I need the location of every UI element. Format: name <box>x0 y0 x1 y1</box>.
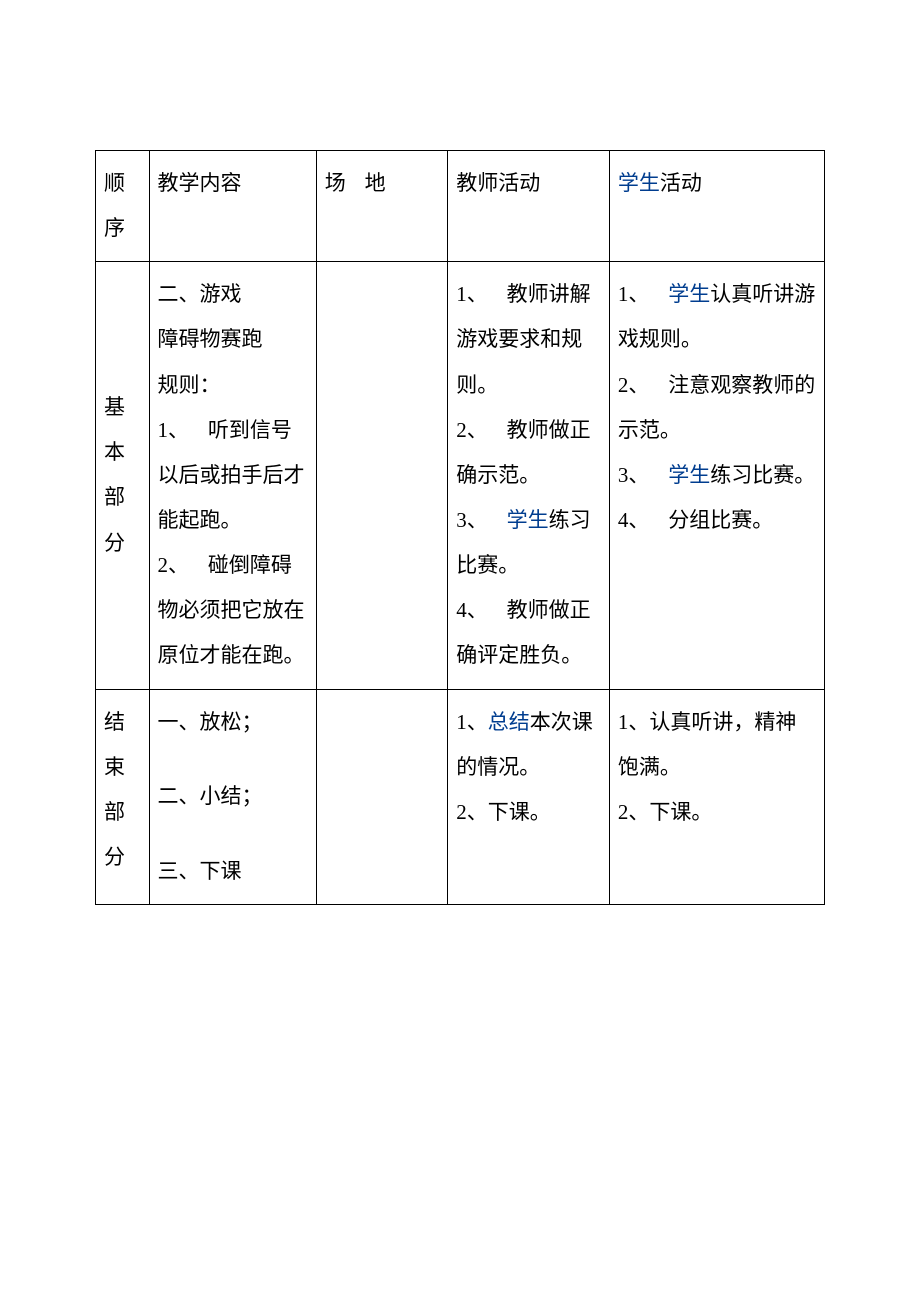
student-item-post: 练习比赛。 <box>710 463 815 487</box>
student-cell-end: 1、认真听讲，精神饱满。 2、下课。 <box>609 689 824 904</box>
table-row: 结 束 部 分 一、放松； 二、小结； 三、下课 1、总结本次课的情况。 2、下… <box>96 689 825 904</box>
content-title: 二、游戏 <box>158 282 242 306</box>
section-char: 分 <box>104 835 141 880</box>
section-char: 分 <box>104 521 141 566</box>
teacher-item-num: 4、 <box>456 598 488 622</box>
section-char: 本 <box>104 430 141 475</box>
teacher-line2: 2、下课。 <box>456 800 551 824</box>
student-item-num: 1、 <box>618 282 650 306</box>
header-sequence: 顺 序 <box>96 151 150 262</box>
student-line1: 1、认真听讲，精神饱满。 <box>618 710 797 779</box>
document-page: 顺 序 教学内容 场地 教师活动 学生活动 基 本 部 分 二、游戏 障碍物赛跑 <box>0 0 920 905</box>
content-line: 三、下课 <box>158 859 242 883</box>
header-place-pre: 场 <box>325 171 346 195</box>
teacher-item-num: 2、 <box>456 418 488 442</box>
content-rules-label: 规则： <box>158 373 221 397</box>
student-item-num: 4、 <box>618 508 650 532</box>
student-item-num: 2、 <box>618 373 650 397</box>
header-student-link: 学生 <box>618 171 660 195</box>
student-item-link: 学生 <box>668 282 710 306</box>
header-student-post: 活动 <box>660 171 702 195</box>
section-char: 部 <box>104 475 141 520</box>
content-line: 二、小结； <box>158 784 263 808</box>
student-line2: 2、下课。 <box>618 800 713 824</box>
content-item-num: 2、 <box>158 553 190 577</box>
header-place-post: 地 <box>365 171 386 195</box>
header-seq-char-1: 顺 <box>104 161 141 206</box>
section-char: 束 <box>104 745 141 790</box>
section-label-basic: 基 本 部 分 <box>96 262 150 689</box>
header-place: 场地 <box>316 151 448 262</box>
section-char: 部 <box>104 790 141 835</box>
teacher-cell-end: 1、总结本次课的情况。 2、下课。 <box>448 689 610 904</box>
header-teacher: 教师活动 <box>448 151 610 262</box>
place-cell-basic <box>316 262 448 689</box>
header-content: 教学内容 <box>149 151 316 262</box>
teacher-line1-link: 总结 <box>488 710 530 734</box>
content-subtitle: 障碍物赛跑 <box>158 327 263 351</box>
student-item-num: 3、 <box>618 463 650 487</box>
section-char: 结 <box>104 700 141 745</box>
section-char: 基 <box>104 385 141 430</box>
content-cell-basic: 二、游戏 障碍物赛跑 规则： 1、听到信号以后或拍手后才能起跑。 2、碰倒障碍物… <box>149 262 316 689</box>
table-row: 基 本 部 分 二、游戏 障碍物赛跑 规则： 1、听到信号以后或拍手后才能起跑。… <box>96 262 825 689</box>
teacher-cell-basic: 1、教师讲解游戏要求和规则。 2、教师做正确示范。 3、学生练习比赛。 4、教师… <box>448 262 610 689</box>
lesson-plan-table: 顺 序 教学内容 场地 教师活动 学生活动 基 本 部 分 二、游戏 障碍物赛跑 <box>95 150 825 905</box>
header-student: 学生活动 <box>609 151 824 262</box>
student-item-link: 学生 <box>668 463 710 487</box>
header-seq-char-2: 序 <box>104 206 141 251</box>
place-cell-end <box>316 689 448 904</box>
teacher-line1-pre: 1、 <box>456 710 488 734</box>
teacher-item-num: 3、 <box>456 508 488 532</box>
student-item-text: 分组比赛。 <box>668 508 773 532</box>
teacher-item-num: 1、 <box>456 282 488 306</box>
section-label-end: 结 束 部 分 <box>96 689 150 904</box>
student-cell-basic: 1、学生认真听讲游戏规则。 2、注意观察教师的示范。 3、学生练习比赛。 4、分… <box>609 262 824 689</box>
content-cell-end: 一、放松； 二、小结； 三、下课 <box>149 689 316 904</box>
teacher-item-link: 学生 <box>507 508 549 532</box>
table-header-row: 顺 序 教学内容 场地 教师活动 学生活动 <box>96 151 825 262</box>
content-item-num: 1、 <box>158 418 190 442</box>
content-line: 一、放松； <box>158 710 263 734</box>
